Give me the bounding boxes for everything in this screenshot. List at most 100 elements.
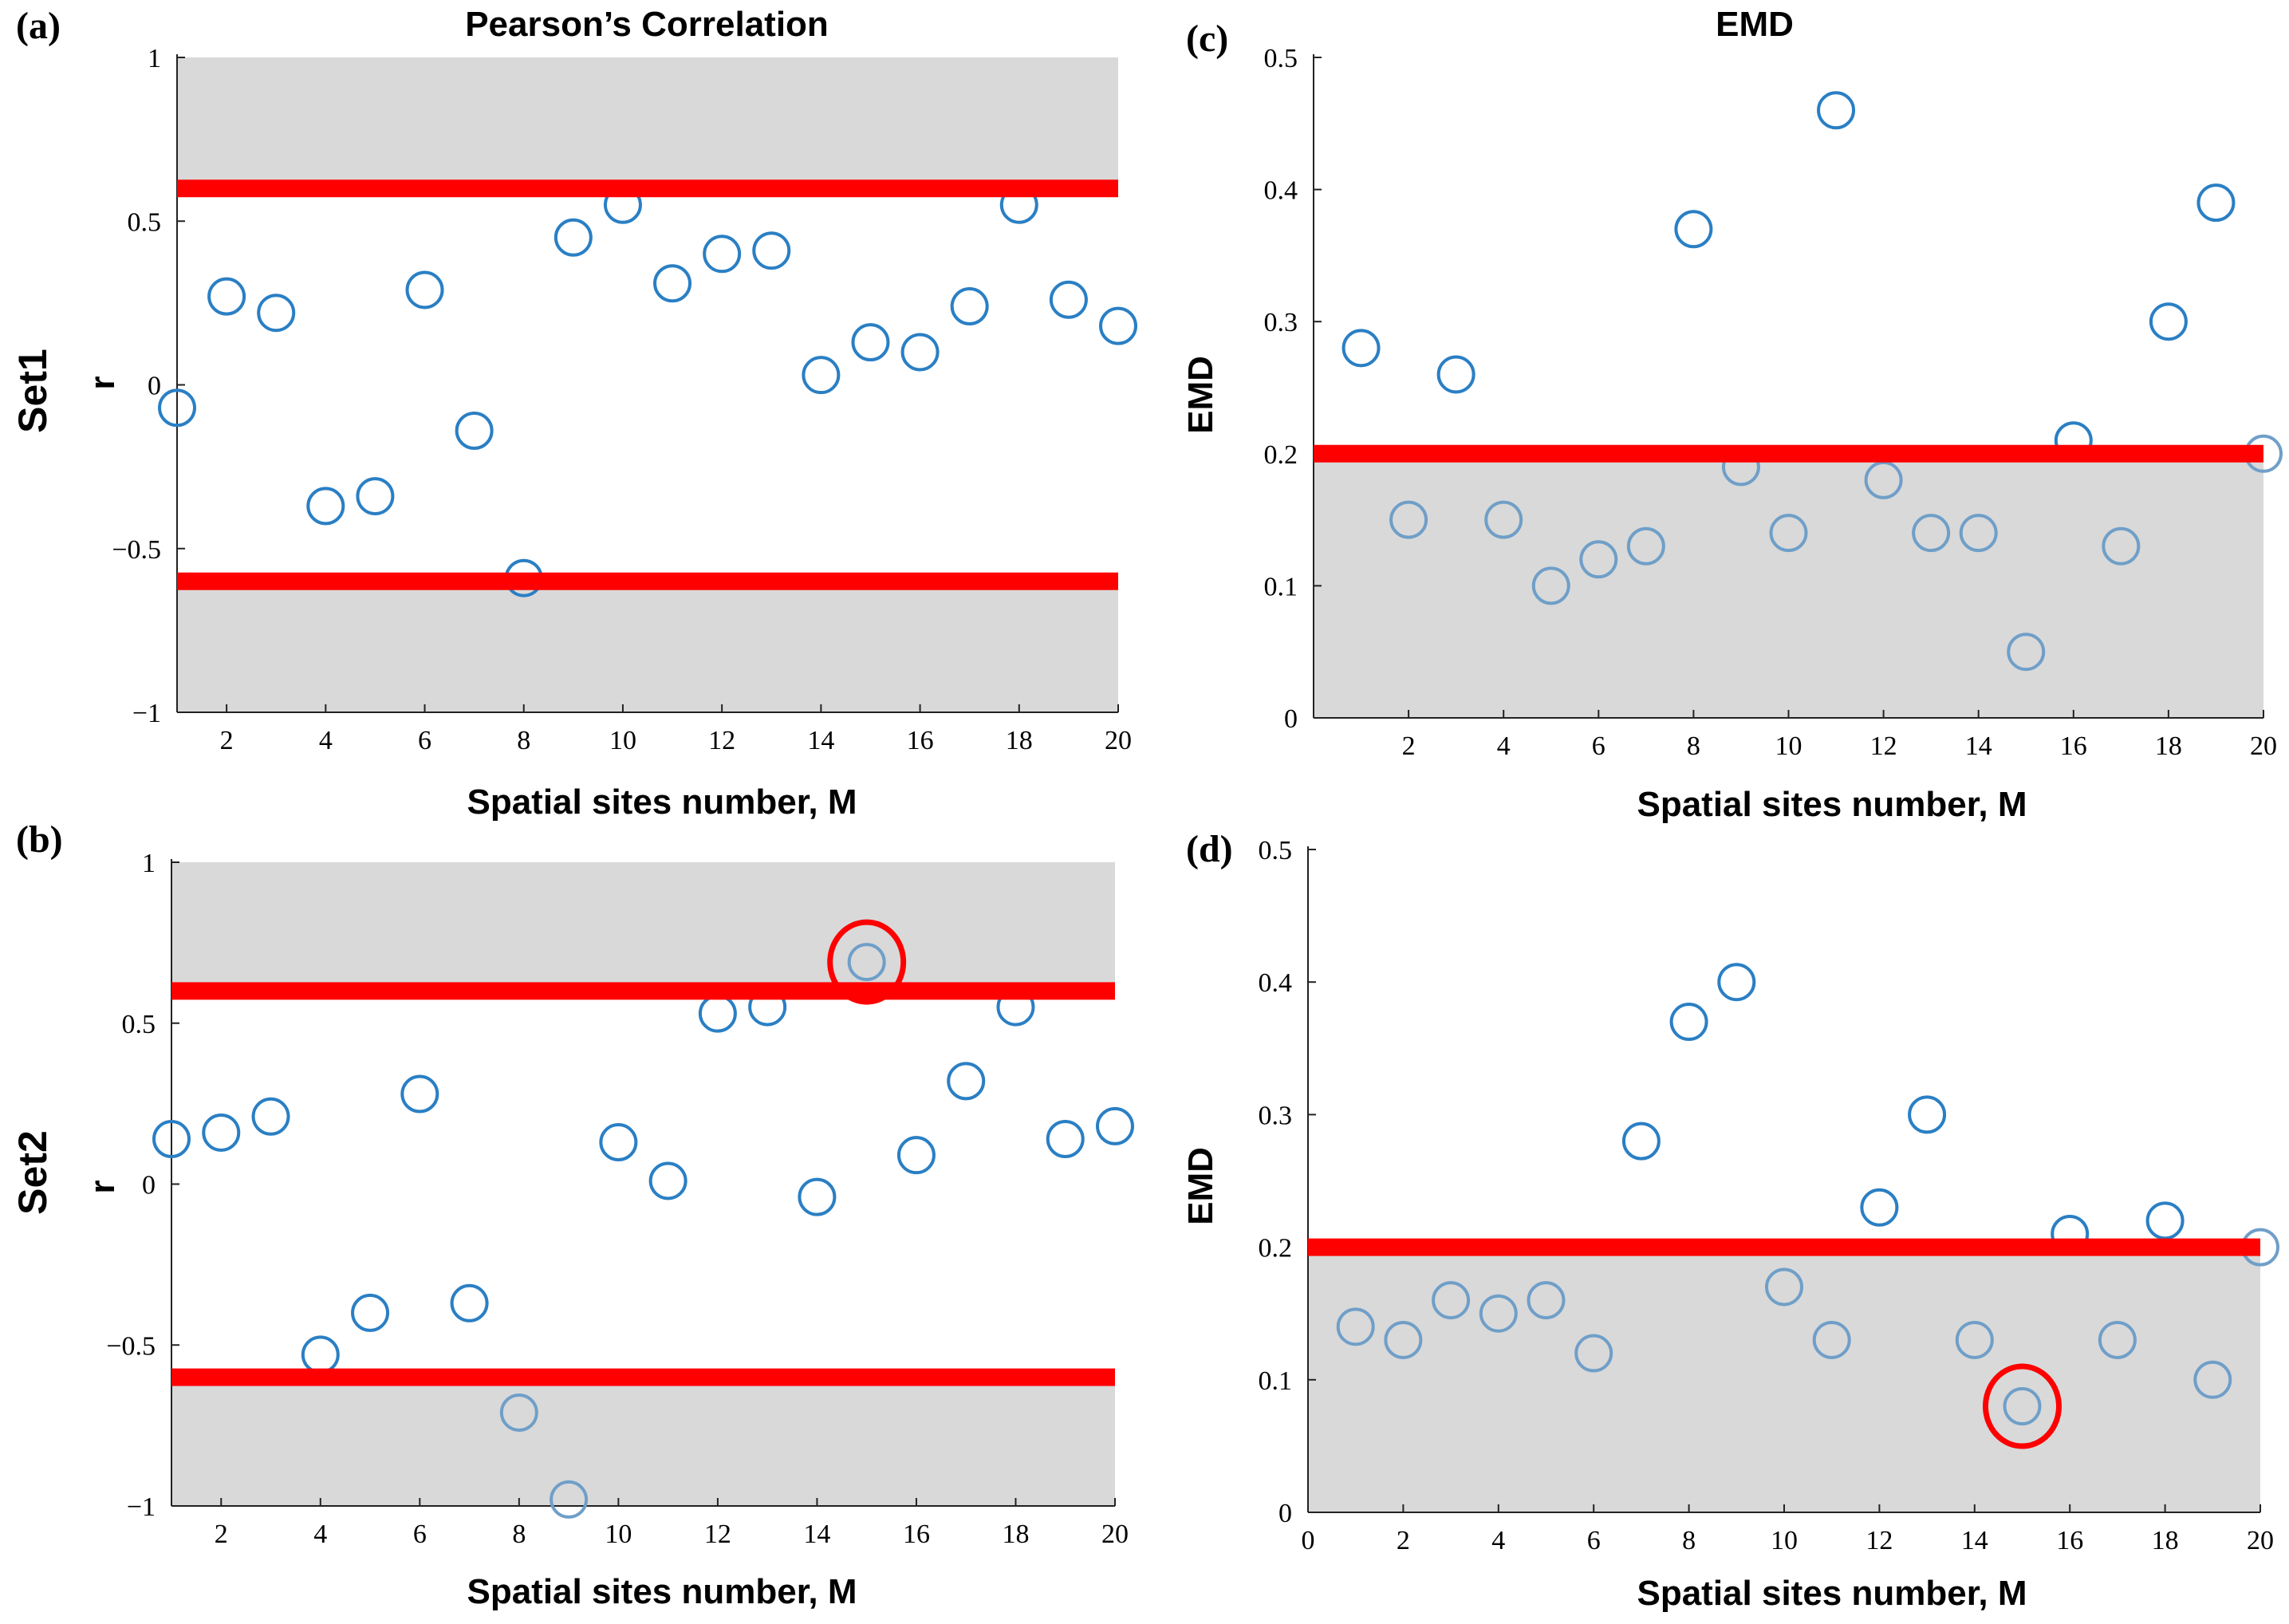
data-point-a-1 <box>158 388 196 428</box>
xtick-label-d-7: 14 <box>1961 1526 1988 1555</box>
data-point-d-1 <box>1336 1307 1375 1346</box>
ytick-label-d-5: 0.5 <box>1259 836 1293 865</box>
xtick-label-a-2: 6 <box>418 726 431 755</box>
data-point-a-11 <box>653 264 692 303</box>
ytick-label-a-4: 1 <box>148 44 161 73</box>
data-point-a-15 <box>851 323 890 362</box>
xtick-label-c-9: 20 <box>2250 731 2277 761</box>
xtick-label-c-8: 18 <box>2155 731 2182 761</box>
xlabel-c: Spatial sites number, M <box>1637 785 2027 824</box>
data-point-b-17 <box>947 1062 986 1101</box>
data-point-b-8 <box>499 1393 538 1432</box>
xtick-label-d-3: 6 <box>1587 1526 1601 1555</box>
data-point-c-7 <box>1626 526 1665 566</box>
ytick-label-d-1: 0.1 <box>1259 1366 1293 1396</box>
data-point-d-14 <box>1955 1320 1994 1359</box>
data-point-b-10 <box>599 1123 638 1162</box>
data-point-c-14 <box>1959 514 1998 553</box>
ytick-label-a-2: 0 <box>148 372 161 401</box>
ylabel-b: r <box>83 1180 122 1193</box>
data-point-a-16 <box>900 333 940 372</box>
shaded-band-b-1 <box>171 1377 1115 1506</box>
ylabel-c: EMD <box>1181 356 1220 434</box>
data-point-b-16 <box>896 1136 936 1175</box>
ytick-label-b-3: 0.5 <box>122 1010 156 1039</box>
data-point-b-3 <box>251 1097 290 1136</box>
plot-area-c: 0 0.1 0.2 0.3 0.4 0.5 2 4 6 8 10 12 14 16 18 20 <box>1264 44 2283 761</box>
panel-d: (d) 0 0.1 0.2 0.3 0.4 0.5 0 2 4 6 8 10 12 14 16 18 20 EM… <box>1181 828 2279 1613</box>
data-point-c-11 <box>1817 91 1856 130</box>
data-point-b-19 <box>1046 1120 1085 1159</box>
xtick-label-a-8: 18 <box>1006 726 1033 755</box>
shaded-band-a-0 <box>177 57 1118 189</box>
plot-area-b: −1−0.500.512 4 6 8 10 12 14 16 18 20 <box>106 849 1134 1549</box>
data-point-d-6 <box>1574 1334 1613 1373</box>
xtick-label-d-0: 0 <box>1302 1526 1315 1555</box>
data-point-b-5 <box>351 1293 390 1332</box>
xtick-label-b-4: 10 <box>605 1520 632 1549</box>
data-point-a-3 <box>257 294 296 333</box>
ytick-label-d-3: 0.3 <box>1259 1101 1293 1130</box>
xtick-label-d-1: 2 <box>1397 1526 1410 1555</box>
xtick-label-a-4: 10 <box>609 726 636 755</box>
ytick-label-a-0: −1 <box>132 699 161 728</box>
ytick-label-b-2: 0 <box>142 1171 156 1200</box>
ytick-label-d-2: 0.2 <box>1259 1234 1293 1263</box>
data-point-c-3 <box>1436 355 1475 394</box>
data-point-d-11 <box>1812 1320 1851 1359</box>
ytick-label-b-0: −1 <box>127 1492 156 1522</box>
data-point-a-2 <box>207 277 246 316</box>
data-point-c-13 <box>1912 514 1951 553</box>
ytick-label-b-4: 1 <box>142 849 156 878</box>
data-point-c-4 <box>1484 500 1523 539</box>
data-point-b-9 <box>550 1480 589 1519</box>
data-point-c-17 <box>2102 526 2141 566</box>
data-point-c-19 <box>2196 183 2236 223</box>
data-point-a-9 <box>554 218 593 257</box>
xtick-label-c-3: 8 <box>1687 731 1700 761</box>
xtick-label-b-3: 8 <box>512 1520 526 1549</box>
data-point-b-12 <box>698 994 737 1033</box>
data-point-c-2 <box>1389 500 1428 539</box>
panel-c: (c) EMD 0 0.1 0.2 0.3 0.4 0.5 2 4 6 8 10 12 14 16 18 20… <box>1181 5 2283 824</box>
data-point-a-6 <box>405 270 444 309</box>
data-point-a-5 <box>356 477 395 516</box>
data-point-d-3 <box>1432 1281 1471 1320</box>
data-point-d-2 <box>1384 1320 1423 1359</box>
xtick-label-a-9: 20 <box>1105 726 1132 755</box>
data-point-a-7 <box>455 411 494 450</box>
data-point-a-4 <box>306 487 345 526</box>
data-point-b-6 <box>400 1074 439 1114</box>
ytick-label-a-1: −0.5 <box>112 535 161 565</box>
row-label-set1: Set1 <box>10 349 55 433</box>
data-point-d-10 <box>1765 1267 1803 1307</box>
ytick-label-d-0: 0 <box>1278 1499 1292 1528</box>
xtick-label-d-4: 8 <box>1682 1526 1696 1555</box>
data-point-d-7 <box>1621 1121 1661 1161</box>
data-point-b-20 <box>1096 1106 1134 1145</box>
ylabel-d: EMD <box>1181 1147 1220 1225</box>
xtick-label-a-0: 2 <box>220 726 234 755</box>
xtick-label-b-2: 6 <box>413 1520 427 1549</box>
panel-letter-b: (b) <box>16 818 63 861</box>
ytick-label-c-4: 0.4 <box>1264 176 1298 206</box>
row-label-set2: Set2 <box>10 1130 55 1215</box>
xlabel-a: Spatial sites number, M <box>467 782 857 822</box>
xtick-label-a-1: 4 <box>319 726 333 755</box>
panel-a: (a) Pearson’s Correlation −1−0.500.512 4 6… <box>16 5 1137 822</box>
data-point-a-17 <box>950 286 989 325</box>
xtick-label-c-6: 14 <box>1965 731 1992 761</box>
data-point-a-14 <box>802 356 841 395</box>
xtick-label-d-6: 12 <box>1865 1526 1893 1555</box>
ytick-label-c-1: 0.1 <box>1264 572 1298 601</box>
ytick-label-b-1: −0.5 <box>106 1331 156 1361</box>
plot-area-a: −1−0.500.512 4 6 8 10 12 14 16 18 20 <box>112 44 1137 755</box>
xtick-label-d-5: 10 <box>1771 1526 1798 1555</box>
xtick-label-b-8: 18 <box>1002 1520 1029 1549</box>
ylabel-a: r <box>83 376 122 389</box>
data-point-a-20 <box>1099 306 1137 345</box>
xtick-label-b-7: 16 <box>903 1520 930 1549</box>
xtick-label-b-6: 14 <box>803 1520 830 1549</box>
data-point-b-15 <box>847 943 886 982</box>
